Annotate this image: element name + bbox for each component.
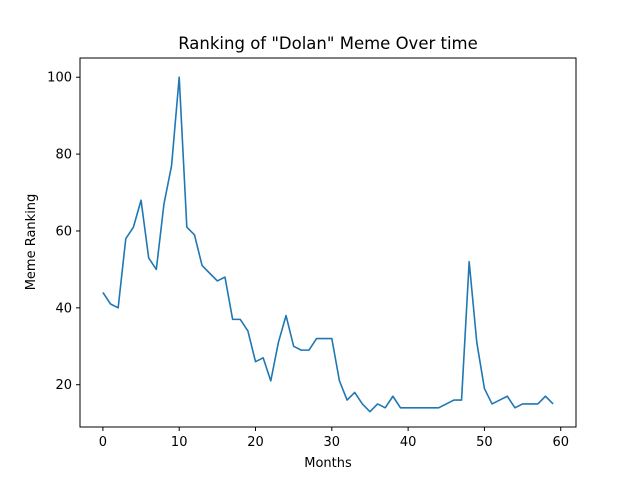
- x-axis-label: Months: [304, 456, 352, 471]
- x-tick-label: 0: [99, 435, 107, 450]
- x-tick-label: 10: [171, 435, 188, 450]
- x-tick-label: 30: [324, 435, 341, 450]
- y-tick-label: 80: [55, 148, 72, 163]
- y-tick-label: 40: [55, 301, 72, 316]
- series-line-0: [102, 76, 554, 413]
- x-tick-label: 50: [476, 435, 493, 450]
- chart-title: Ranking of "Dolan" Meme Over time: [178, 34, 478, 53]
- y-tick-label: 20: [55, 378, 72, 393]
- x-tick-label: 20: [247, 435, 264, 450]
- y-axis-label: Meme Ranking: [24, 194, 39, 291]
- y-axis: 20 40 60 80 100: [47, 71, 80, 393]
- x-tick-label: 40: [400, 435, 417, 450]
- plot-frame: [79, 57, 577, 428]
- x-tick-label: 60: [552, 435, 569, 450]
- x-axis: 0 10 20 30 40 50 60: [99, 427, 569, 450]
- y-tick-label: 100: [47, 71, 72, 86]
- plot-area: [102, 76, 554, 413]
- y-tick-label: 60: [55, 224, 72, 239]
